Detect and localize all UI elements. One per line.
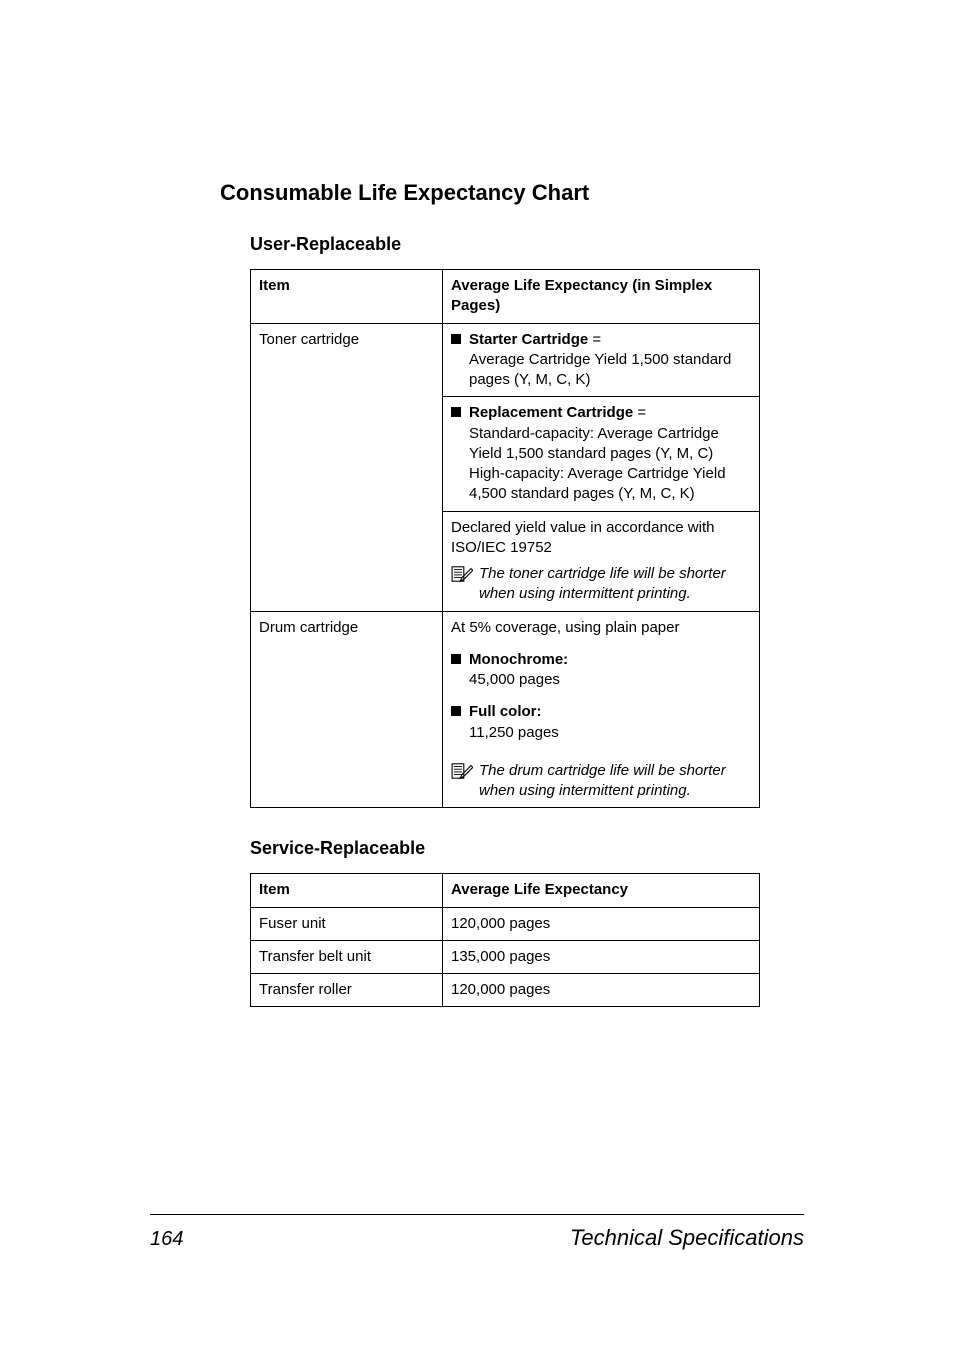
replacement-eq: = [633, 404, 646, 421]
starter-line: Average Cartridge Yield 1,500 standard p… [469, 351, 731, 388]
sr-item: Fuser unit [251, 907, 443, 940]
bullet-icon [451, 654, 461, 664]
sr-life: 120,000 pages [443, 974, 760, 1007]
replacement-line1: Standard-capacity: Average Cartridge Yie… [469, 425, 719, 462]
col-header-item: Item [251, 270, 443, 324]
page-footer: 164 Technical Specifications [150, 1214, 804, 1251]
mono-title: Monochrome: [469, 651, 568, 668]
section-heading: Consumable Life Expectancy Chart [220, 180, 804, 206]
toner-item-cell: Toner cartridge [251, 323, 443, 611]
sr-col-life: Average Life Expectancy [443, 874, 760, 907]
footer-title: Technical Specifications [570, 1225, 804, 1251]
col-header-life: Average Life Expectancy (in Simplex Page… [443, 270, 760, 324]
table-row: Fuser unit 120,000 pages [251, 907, 760, 940]
bullet-icon [451, 407, 461, 417]
sr-life: 120,000 pages [443, 907, 760, 940]
sr-col-item: Item [251, 874, 443, 907]
declared-text: Declared yield value in accordance with … [451, 518, 751, 559]
sr-item: Transfer belt unit [251, 940, 443, 973]
drum-item-cell: Drum cartridge [251, 611, 443, 808]
service-replaceable-heading: Service-Replaceable [250, 838, 804, 859]
bullet-icon [451, 334, 461, 344]
note-icon [451, 762, 473, 780]
drum-mono-cell: Monochrome: 45,000 pages [443, 644, 760, 697]
bullet-icon [451, 706, 461, 716]
drum-note: The drum cartridge life will be shorter … [479, 761, 751, 802]
toner-note: The toner cartridge life will be shorter… [479, 564, 751, 605]
starter-title: Starter Cartridge [469, 331, 588, 348]
user-replaceable-heading: User-Replaceable [250, 234, 804, 255]
table-row: Transfer belt unit 135,000 pages [251, 940, 760, 973]
toner-replacement-cell: Replacement Cartridge = Standard-capacit… [443, 397, 760, 511]
sr-item: Transfer roller [251, 974, 443, 1007]
drum-coverage-cell: At 5% coverage, using plain paper [443, 611, 760, 644]
page-number: 164 [150, 1228, 183, 1251]
footer-divider [150, 1214, 804, 1215]
drum-color-cell: Full color: 11,250 pages [443, 696, 760, 749]
replacement-line2: High-capacity: Average Cartridge Yield 4… [469, 465, 726, 502]
mono-value: 45,000 pages [469, 671, 560, 688]
table-row: Transfer roller 120,000 pages [251, 974, 760, 1007]
toner-starter-cell: Starter Cartridge = Average Cartridge Yi… [443, 323, 760, 397]
color-value: 11,250 pages [469, 724, 559, 741]
replacement-title: Replacement Cartridge [469, 404, 633, 421]
user-replaceable-table: Item Average Life Expectancy (in Simplex… [250, 269, 760, 808]
color-title: Full color: [469, 703, 542, 720]
starter-eq: = [588, 331, 601, 348]
drum-note-cell: The drum cartridge life will be shorter … [443, 749, 760, 808]
toner-declared-cell: Declared yield value in accordance with … [443, 511, 760, 611]
note-icon [451, 565, 473, 583]
sr-life: 135,000 pages [443, 940, 760, 973]
service-replaceable-table: Item Average Life Expectancy Fuser unit … [250, 873, 760, 1007]
